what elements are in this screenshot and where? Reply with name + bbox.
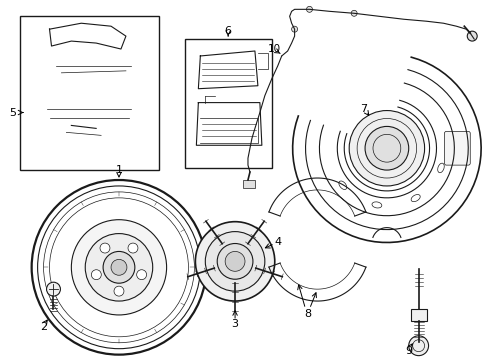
Text: 2: 2 [40,322,47,332]
Circle shape [54,146,59,151]
Circle shape [365,126,408,170]
Circle shape [72,137,94,159]
Circle shape [111,260,127,275]
Circle shape [306,6,312,12]
Circle shape [47,80,79,112]
Bar [185,39,271,168]
Circle shape [100,243,110,253]
Circle shape [46,138,66,158]
Polygon shape [198,51,257,89]
Ellipse shape [371,202,381,208]
Circle shape [224,251,244,271]
Circle shape [85,234,152,301]
Circle shape [111,48,127,64]
Circle shape [350,10,356,16]
Ellipse shape [410,194,419,202]
Text: 1: 1 [115,165,122,175]
Bar [20,16,158,170]
Circle shape [114,286,123,296]
FancyBboxPatch shape [444,131,469,165]
Ellipse shape [34,37,142,140]
Circle shape [94,71,118,95]
Circle shape [205,231,264,291]
Polygon shape [196,103,262,145]
Circle shape [217,243,252,279]
Circle shape [103,251,135,283]
Ellipse shape [93,141,117,159]
Text: 4: 4 [274,237,281,247]
Ellipse shape [437,163,443,173]
Circle shape [291,26,297,32]
Ellipse shape [338,181,346,189]
Circle shape [348,111,424,186]
Bar [410,309,426,321]
Circle shape [408,336,427,356]
Text: 6: 6 [224,26,231,36]
Circle shape [80,145,86,151]
Circle shape [195,222,274,301]
Text: 7: 7 [360,104,367,113]
Circle shape [71,220,166,315]
Text: 10: 10 [267,44,281,54]
Polygon shape [257,53,267,69]
Circle shape [91,270,101,280]
Polygon shape [200,118,257,143]
Circle shape [128,243,138,253]
Circle shape [467,31,476,41]
Circle shape [136,270,146,280]
Text: 5: 5 [9,108,16,117]
Circle shape [32,180,206,355]
Text: 9: 9 [405,346,411,356]
Circle shape [46,282,61,296]
Text: 3: 3 [231,319,238,329]
Text: 8: 8 [304,309,310,319]
Bar [243,180,254,188]
